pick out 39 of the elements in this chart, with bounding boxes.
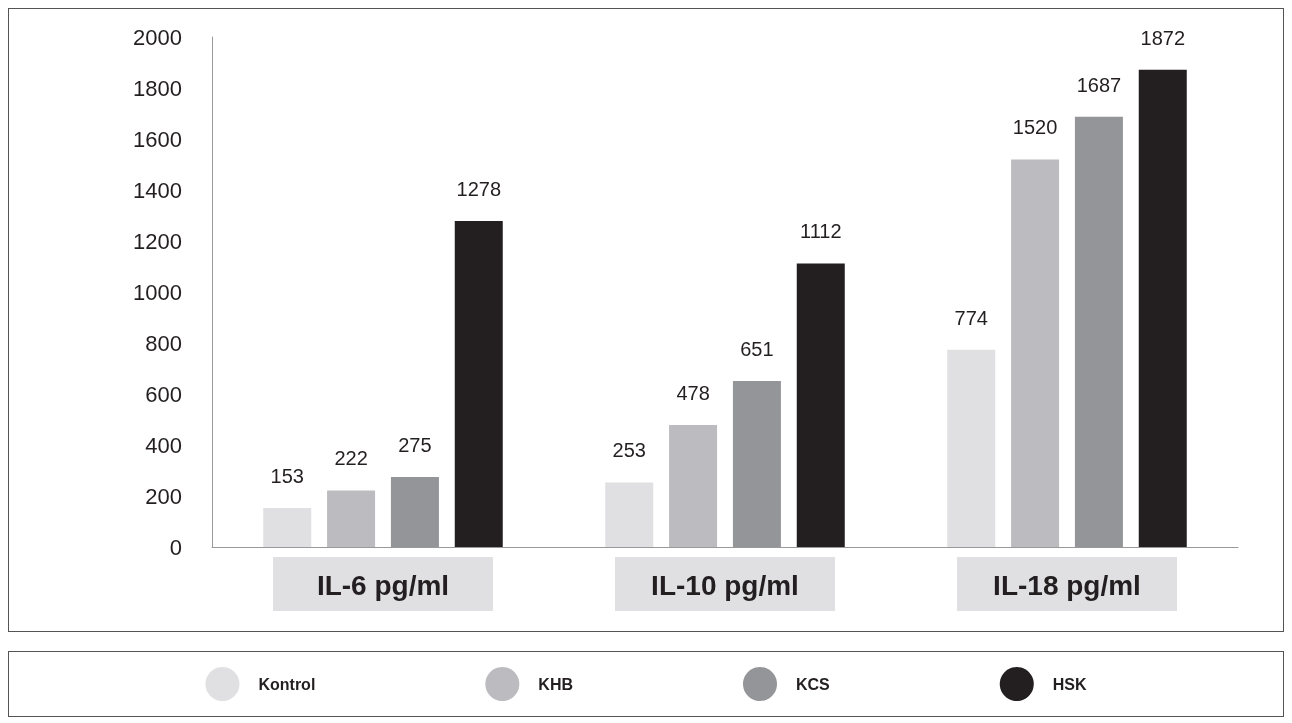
- data-label: 222: [334, 447, 368, 470]
- legend-label: Kontrol: [258, 675, 316, 693]
- data-label: 1872: [1140, 26, 1186, 49]
- y-tick-label: 800: [145, 330, 182, 356]
- bar: [1138, 69, 1187, 547]
- bar: [669, 425, 718, 547]
- y-tick-label: 0: [169, 534, 182, 560]
- y-tick-label: 400: [145, 432, 182, 458]
- x-tick-label: IL-18 pg/ml: [993, 569, 1141, 601]
- y-tick-label: 1200: [133, 228, 182, 254]
- data-label: 1278: [456, 178, 502, 201]
- bar: [327, 490, 376, 547]
- data-label: 1520: [1012, 116, 1058, 139]
- y-tick-label: 1800: [133, 75, 182, 101]
- y-tick-label: 200: [145, 483, 182, 509]
- data-label: 478: [676, 382, 710, 405]
- legend-label: KHB: [538, 675, 573, 693]
- data-label: 651: [740, 337, 774, 360]
- x-tick-label: IL-10 pg/ml: [651, 569, 799, 601]
- y-tick-label: 600: [145, 381, 182, 407]
- data-label: 1687: [1076, 73, 1122, 96]
- data-label: 275: [398, 433, 432, 456]
- y-tick-label: 1000: [133, 279, 182, 305]
- y-tick-label: 2000: [133, 24, 182, 50]
- y-tick-label: 1600: [133, 126, 182, 152]
- bar: [605, 482, 654, 547]
- legend-label: HSK: [1052, 675, 1087, 693]
- y-tick-label: 1400: [133, 177, 182, 203]
- data-label: 153: [270, 464, 304, 487]
- data-label: 253: [612, 439, 646, 462]
- bar: [947, 349, 996, 547]
- bar: [796, 263, 845, 547]
- bar: [454, 221, 503, 547]
- data-label: 1112: [799, 220, 842, 243]
- data-label: 774: [954, 306, 988, 329]
- bar: [1011, 159, 1060, 547]
- x-tick-label: IL-6 pg/ml: [316, 569, 450, 601]
- legend-label: KCS: [795, 675, 831, 693]
- bar: [263, 507, 312, 547]
